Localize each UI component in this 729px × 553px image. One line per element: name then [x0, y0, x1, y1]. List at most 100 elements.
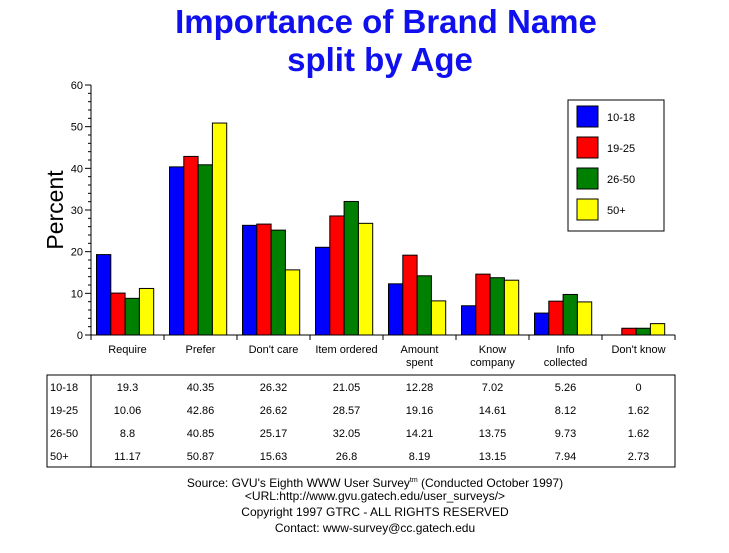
bar-amount-spent-10-18	[388, 283, 404, 336]
category-label: Info	[556, 344, 574, 356]
bar-amount-spent-19-25	[402, 254, 418, 336]
y-tick-label: 60	[71, 80, 83, 92]
category-label: Don't care	[249, 344, 299, 356]
bar-item-ordered-50	[357, 222, 374, 336]
legend-swatch-50	[576, 198, 599, 221]
bar-prefer-26-50	[197, 164, 213, 336]
bar-don-t-care-26-50	[270, 229, 286, 336]
legend-swatch-10-18	[576, 105, 599, 128]
table-border	[46, 374, 676, 468]
plot-area: 0 10 20 30 40 50 60 Require Prefer Don't care Item…	[71, 80, 676, 369]
table-cell: 0	[635, 382, 641, 394]
legend-label-10-18: 10-18	[607, 112, 635, 124]
category-label: collected	[544, 357, 587, 369]
table-cell: 8.19	[409, 451, 430, 463]
bar-amount-spent-50	[430, 300, 447, 336]
footer-url: <URL:http://www.gvu.gatech.edu/user_surv…	[245, 489, 505, 503]
table-row-label-26-50: 26-50	[50, 428, 78, 440]
table-cell: 19.3	[117, 382, 138, 394]
y-tick-label: 30	[71, 205, 83, 217]
footer-source-text: Source: GVU's Eighth WWW User Survey	[187, 476, 410, 490]
footer-source-conducted: (Conducted October 1997)	[418, 476, 563, 490]
footer-source: Source: GVU's Eighth WWW User Surveytm (…	[187, 476, 563, 490]
category-label: Prefer	[186, 344, 216, 356]
bar-don-t-care-10-18	[242, 224, 258, 336]
bar-amount-spent-26-50	[416, 275, 432, 336]
table-cell: 42.86	[187, 405, 215, 417]
bar-prefer-10-18	[169, 166, 185, 336]
bar-know-company-26-50	[489, 277, 505, 336]
bar-info-collected-26-50	[562, 293, 578, 336]
y-tick-label: 10	[71, 288, 83, 300]
bar-don-t-care-50	[284, 269, 301, 336]
table-row-label-10-18: 10-18	[50, 382, 78, 394]
table-row-label-19-25: 19-25	[50, 405, 78, 417]
table-cell: 13.75	[479, 428, 507, 440]
table-row-label-50: 50+	[50, 451, 69, 463]
table-cell: 26.32	[260, 382, 288, 394]
y-tick-label: 40	[71, 163, 83, 175]
table-cell: 1.62	[628, 405, 649, 417]
legend-label-50: 50+	[607, 205, 626, 217]
table-cell: 12.28	[406, 382, 434, 394]
category-label: Don't know	[611, 344, 665, 356]
category-label: spent	[406, 357, 433, 369]
table-cell: 40.85	[187, 428, 215, 440]
footer: Source: GVU's Eighth WWW User Surveytm (…	[187, 476, 563, 535]
table-cell: 7.02	[482, 382, 503, 394]
table-cell: 7.94	[555, 451, 576, 463]
bar-require-50	[138, 287, 155, 336]
bar-info-collected-10-18	[534, 312, 550, 336]
table-cell: 25.17	[260, 428, 288, 440]
bar-item-ordered-26-50	[343, 200, 359, 336]
data-table: 10-18 19.3 40.35 26.32 21.05 12.28 7.02 5.26 0 19…	[46, 374, 676, 468]
table-cell: 21.05	[333, 382, 361, 394]
bar-require-26-50	[124, 297, 140, 336]
y-tick-label: 20	[71, 247, 83, 259]
legend-label-26-50: 26-50	[607, 174, 635, 186]
legend-swatch-19-25	[576, 136, 599, 159]
table-cell: 10.06	[114, 405, 142, 417]
bar-prefer-19-25	[183, 155, 199, 336]
bar-know-company-10-18	[461, 305, 477, 336]
table-cell: 8.8	[120, 428, 135, 440]
bar-info-collected-50	[576, 301, 593, 336]
table-cell: 28.57	[333, 405, 361, 417]
bar-don-t-know-50	[649, 323, 666, 336]
legend-swatch-26-50	[576, 167, 599, 190]
category-label: Item ordered	[315, 344, 377, 356]
legend: 10-18 19-25 26-50 50+	[567, 99, 665, 232]
table-cell: 32.05	[333, 428, 361, 440]
table-cell: 50.87	[187, 451, 215, 463]
table-cell: 13.15	[479, 451, 507, 463]
bar-know-company-19-25	[475, 273, 491, 336]
table-cell: 14.61	[479, 405, 507, 417]
category-label: Know	[479, 344, 507, 356]
chart-title-line-2: split by Age	[287, 41, 473, 78]
table-cell: 19.16	[406, 405, 434, 417]
bar-don-t-know-26-50	[635, 327, 651, 336]
table-cell: 5.26	[555, 382, 576, 394]
table-cell: 1.62	[628, 428, 649, 440]
legend-label-19-25: 19-25	[607, 143, 635, 155]
footer-contact: Contact: www-survey@cc.gatech.edu	[275, 521, 475, 535]
table-cell: 14.21	[406, 428, 434, 440]
chart-title-line-1: Importance of Brand Name	[175, 3, 597, 40]
table-cell: 8.12	[555, 405, 576, 417]
table-cell: 40.35	[187, 382, 215, 394]
y-tick-label: 0	[77, 330, 83, 342]
bar-item-ordered-10-18	[315, 246, 331, 336]
table-cell: 15.63	[260, 451, 288, 463]
bar-item-ordered-19-25	[329, 215, 345, 336]
bar-prefer-50	[211, 122, 228, 336]
bar-require-19-25	[110, 292, 126, 336]
table-cell: 26.62	[260, 405, 288, 417]
table-cell: 26.8	[336, 451, 357, 463]
footer-source-superscript: tm	[410, 477, 418, 484]
table-cell: 11.17	[114, 451, 141, 463]
bar-know-company-50	[503, 279, 520, 336]
bar-require-10-18	[96, 254, 112, 336]
bar-don-t-know-19-25	[621, 327, 637, 336]
y-axis-label: Percent	[42, 170, 68, 250]
table-cell: 9.73	[555, 428, 576, 440]
